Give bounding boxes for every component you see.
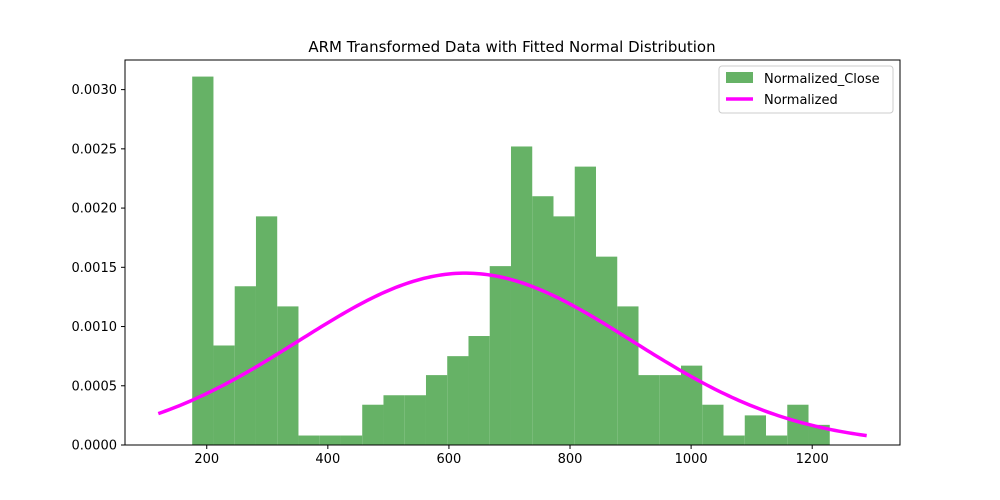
histogram-bar <box>766 435 788 445</box>
legend-box <box>718 65 894 114</box>
histogram-bar <box>298 435 320 445</box>
histogram-bar <box>447 356 469 445</box>
histogram-bar <box>510 146 533 445</box>
y-tick-label: 0.0000 <box>72 439 118 454</box>
x-tick-label: 1200 <box>796 452 829 467</box>
normal-curve-line <box>157 271 867 438</box>
histogram-bar <box>638 375 660 445</box>
legend-label-curve: Normalized <box>764 93 838 108</box>
histogram-bar <box>532 196 554 445</box>
histogram-bar <box>723 435 745 445</box>
histogram-bar <box>787 404 809 445</box>
histogram-bar <box>340 435 363 445</box>
histogram-bar <box>702 404 724 445</box>
y-tick-label: 0.0015 <box>72 261 118 276</box>
histogram-bar <box>574 166 596 445</box>
x-axis-ticks: 200 400 600 800 1000 1200 <box>194 445 829 467</box>
histogram-bar <box>617 306 639 445</box>
y-tick-label: 0.0020 <box>72 202 118 217</box>
normal-curve-group <box>157 271 867 438</box>
y-axis-ticks: 0.0000 0.0005 0.0010 0.0015 0.0020 0.0025 0.00… <box>72 83 125 454</box>
x-tick-label: 1000 <box>675 452 708 467</box>
histogram-bar <box>489 266 511 445</box>
histogram-bar <box>744 415 767 445</box>
histogram-bar <box>659 375 682 445</box>
histogram-bar <box>404 395 426 445</box>
legend-swatch-histogram <box>726 72 753 83</box>
histogram-bar <box>255 216 278 445</box>
x-tick-label: 800 <box>558 452 583 467</box>
y-tick-label: 0.0025 <box>72 142 118 157</box>
histogram-bar <box>234 286 256 445</box>
histogram-bar <box>277 306 299 445</box>
chart-title: ARM Transformed Data with Fitted Normal … <box>308 38 715 56</box>
histogram-bar <box>595 256 618 445</box>
x-tick-label: 200 <box>194 452 219 467</box>
y-tick-label: 0.0010 <box>72 320 118 335</box>
y-tick-label: 0.0005 <box>72 379 118 394</box>
histogram-bar <box>383 395 405 445</box>
legend: Normalized_Close Normalized <box>718 65 894 114</box>
histogram-bars <box>192 76 830 445</box>
histogram-bar <box>192 76 214 445</box>
histogram-bar <box>553 216 575 445</box>
y-tick-label: 0.0030 <box>72 83 118 98</box>
histogram-bar <box>681 365 703 445</box>
histogram-bar <box>319 435 341 445</box>
histogram-bar <box>362 404 384 445</box>
histogram-bar <box>425 375 448 445</box>
plot-frame <box>124 59 901 446</box>
histogram-bar <box>468 336 490 445</box>
x-tick-label: 400 <box>315 452 340 467</box>
legend-label-histogram: Normalized_Close <box>764 72 880 87</box>
x-tick-label: 600 <box>437 452 462 467</box>
histogram-bar <box>213 345 235 445</box>
